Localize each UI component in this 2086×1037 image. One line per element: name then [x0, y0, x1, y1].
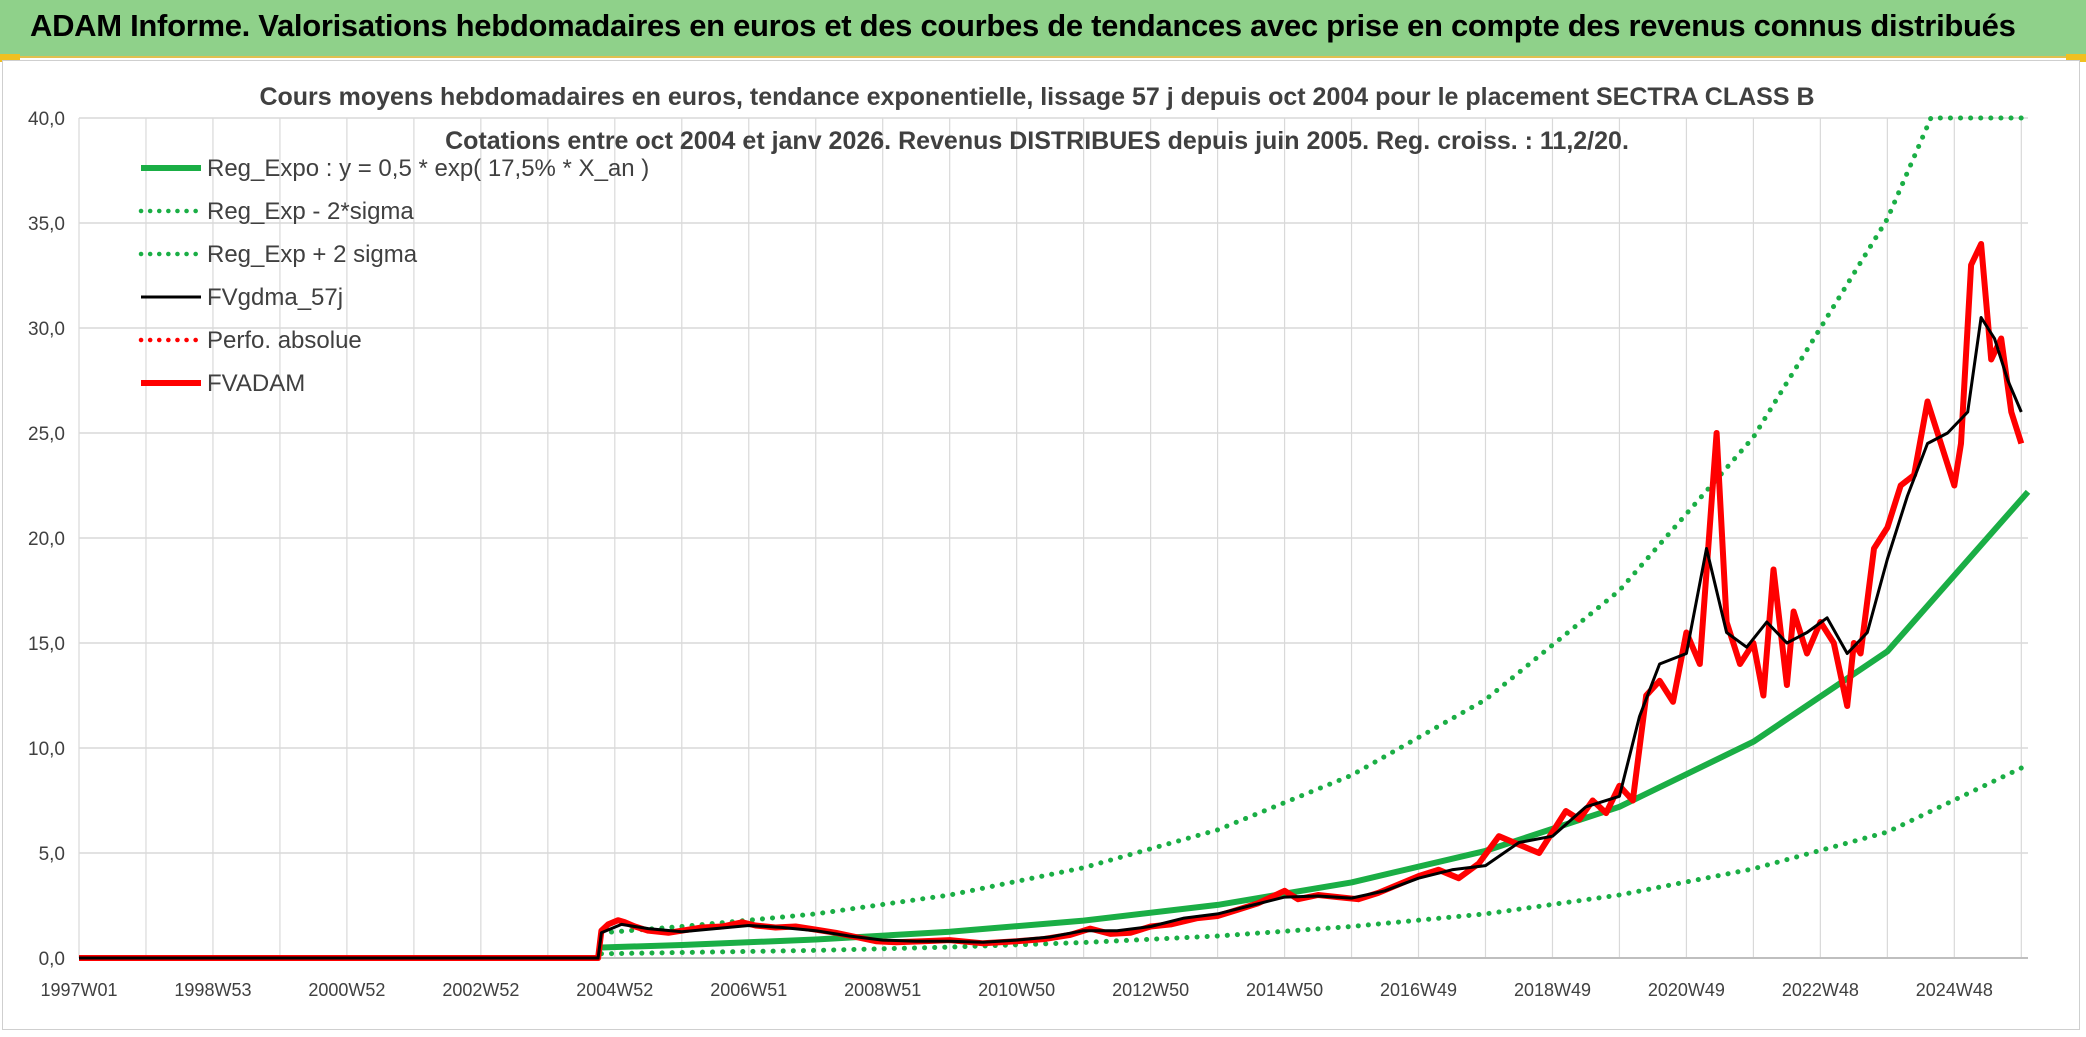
x-tick-label: 2020W49 [1648, 980, 1725, 1000]
y-tick-label: 15,0 [28, 634, 65, 655]
legend-label: Reg_Exp - 2*sigma [207, 198, 414, 225]
series-line-5 [79, 241, 2025, 961]
series-line-1 [598, 762, 2031, 957]
chart-frame: 0,0 5,0 10,0 15,0 20,0 25,0 30,0 35,0 40,0 1997W… [2, 60, 2080, 1030]
legend-label: Reg_Exp + 2 sigma [207, 241, 418, 268]
x-tick-label: 2010W50 [978, 980, 1055, 1000]
chart-subtitle: Cotations entre oct 2004 et janv 2026. R… [445, 127, 1629, 155]
legend-label: Reg_Expo : y = 0,5 * exp( 17,5% * X_an ) [207, 155, 649, 182]
corner-accent-left [0, 54, 20, 62]
y-tick-label: 5,0 [39, 844, 65, 865]
series-line-3 [79, 316, 2023, 960]
x-tick-label: 2022W48 [1782, 980, 1859, 1000]
x-tick-label: 2014W50 [1246, 980, 1323, 1000]
y-tick-label: 40,0 [28, 109, 65, 130]
x-axis-ticks: 1997W01 1998W53 2000W52 2002W52 2004W52 2006W… [40, 980, 1992, 1000]
y-tick-label: 20,0 [28, 529, 65, 550]
chart-legend: Reg_Expo : y = 0,5 * exp( 17,5% * X_an )… [138, 155, 649, 397]
x-tick-label: 2016W49 [1380, 980, 1457, 1000]
legend-label: FVADAM [207, 370, 305, 397]
grid-lines [78, 117, 2028, 959]
x-tick-label: 2006W51 [710, 980, 787, 1000]
line-chart: 0,0 5,0 10,0 15,0 20,0 25,0 30,0 35,0 40,0 1997W… [28, 83, 2031, 1000]
x-tick-label: 2012W50 [1112, 980, 1189, 1000]
x-tick-label: 2000W52 [308, 980, 385, 1000]
x-tick-label: 2018W49 [1514, 980, 1591, 1000]
x-tick-label: 1997W01 [40, 980, 117, 1000]
y-tick-label: 0,0 [39, 949, 65, 970]
y-tick-label: 30,0 [28, 319, 65, 340]
legend-label: Perfo. absolue [207, 327, 362, 354]
series-line-2 [598, 115, 2031, 936]
legend-label: FVgdma_57j [207, 284, 343, 311]
series-lines [79, 115, 2031, 961]
x-tick-label: 2024W48 [1916, 980, 1993, 1000]
y-tick-label: 10,0 [28, 739, 65, 760]
x-tick-label: 2004W52 [576, 980, 653, 1000]
corner-accent-right [2066, 54, 2086, 62]
page-title: ADAM Informe. Valorisations hebdomadaire… [30, 8, 2016, 43]
header-bar: ADAM Informe. Valorisations hebdomadaire… [0, 0, 2086, 58]
y-axis-ticks: 0,0 5,0 10,0 15,0 20,0 25,0 30,0 35,0 40,0 [28, 109, 65, 970]
x-tick-label: 2008W51 [844, 980, 921, 1000]
x-tick-label: 2002W52 [442, 980, 519, 1000]
chart-title: Cours moyens hebdomadaires en euros, ten… [259, 83, 1814, 111]
y-tick-label: 35,0 [28, 214, 65, 235]
y-tick-label: 25,0 [28, 424, 65, 445]
x-tick-label: 1998W53 [174, 980, 251, 1000]
